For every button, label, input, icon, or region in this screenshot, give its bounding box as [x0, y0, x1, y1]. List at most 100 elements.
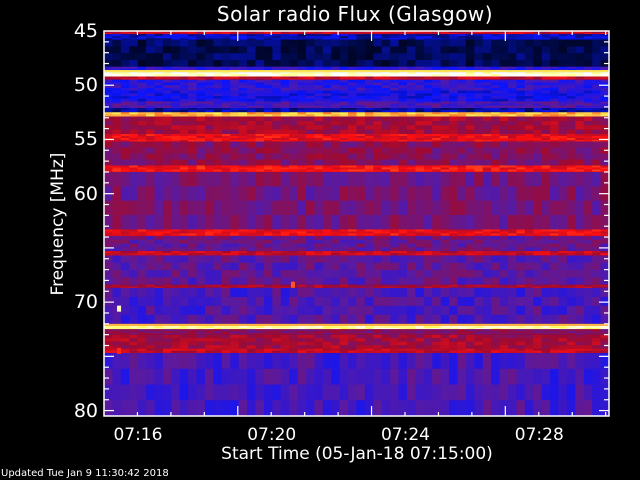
heatmap-cell [289, 215, 298, 230]
heatmap-cell [162, 101, 172, 104]
heatmap-cell [289, 247, 298, 252]
heatmap-cell [423, 76, 433, 79]
heatmap-cell [516, 78, 526, 80]
heatmap-cell [179, 235, 189, 240]
heatmap-cell [348, 140, 357, 142]
heatmap-cell [407, 215, 416, 230]
heatmap-cell [162, 105, 172, 108]
heatmap-cell [600, 239, 610, 244]
heatmap-cell [558, 314, 568, 324]
heatmap-cell [162, 286, 172, 289]
heatmap-cell [541, 87, 551, 91]
heatmap-cell [566, 353, 576, 369]
heatmap-cell [263, 141, 273, 148]
heatmap-cell [592, 229, 601, 232]
heatmap-cell [432, 305, 441, 315]
heatmap-cell [440, 233, 450, 236]
heatmap-cell [188, 171, 197, 187]
heatmap-cell [171, 255, 181, 263]
heatmap-cell [356, 251, 366, 254]
heatmap-cell [465, 96, 475, 99]
heatmap-cell [146, 103, 155, 106]
heatmap-cell [373, 229, 383, 232]
heatmap-cell [449, 140, 458, 142]
heatmap-cell [482, 74, 492, 77]
heatmap-cell [112, 141, 122, 148]
heatmap-cell [482, 327, 492, 330]
heatmap-cell [457, 134, 467, 137]
heatmap-cell [516, 334, 526, 339]
heatmap-cell [272, 68, 282, 71]
heatmap-cell [112, 165, 122, 168]
heatmap-cell [373, 331, 383, 334]
heatmap-cell [541, 348, 551, 351]
heatmap-cell [381, 87, 391, 91]
heatmap-cell [356, 140, 366, 142]
heatmap-cell [558, 68, 568, 71]
heatmap-cell [364, 31, 374, 33]
heatmap-cell [171, 116, 181, 122]
heatmap-cell [508, 68, 517, 71]
heatmap-cell [491, 66, 500, 69]
heatmap-cell [432, 235, 441, 240]
heatmap-cell [213, 72, 223, 75]
heatmap-cell [449, 159, 458, 166]
heatmap-cell [289, 87, 298, 91]
heatmap-cell [171, 341, 181, 346]
heatmap-cell [339, 147, 349, 154]
heatmap-cell [373, 105, 383, 108]
heatmap-cell [381, 136, 391, 139]
heatmap-cell [205, 350, 214, 353]
heatmap-cell [516, 129, 526, 135]
heatmap-cell [482, 400, 492, 416]
heatmap-cell [221, 101, 231, 104]
heatmap-cell [255, 353, 265, 369]
heatmap-cell [398, 36, 408, 39]
heatmap-cell [516, 229, 526, 232]
heatmap-cell [272, 136, 282, 139]
heatmap-cell [541, 96, 551, 99]
heatmap-cell [415, 140, 425, 142]
heatmap-cell [213, 87, 223, 91]
heatmap-cell [339, 36, 349, 39]
heatmap-cell [482, 153, 492, 160]
heatmap-cell [129, 235, 138, 240]
heatmap-cell [566, 90, 576, 94]
heatmap-cell [381, 277, 391, 285]
heatmap-cell [457, 327, 467, 330]
heatmap-cell [474, 235, 484, 240]
heatmap-cell [457, 169, 467, 172]
heatmap-cell [314, 78, 324, 80]
heatmap-cell [196, 171, 206, 187]
heatmap-cell [154, 153, 164, 160]
heatmap-cell [381, 134, 391, 137]
heatmap-cell [213, 129, 223, 135]
heatmap-cell [541, 138, 551, 141]
heatmap-cell [238, 334, 248, 339]
heatmap-cell [516, 112, 526, 115]
heatmap-cell [499, 247, 509, 252]
heatmap-cell [465, 116, 475, 122]
heatmap-cell [348, 400, 357, 416]
heatmap-cell [524, 215, 534, 230]
heatmap-cell [306, 96, 315, 99]
heatmap-cell [575, 327, 585, 330]
heatmap-cell [179, 136, 189, 139]
heatmap-cell [600, 200, 610, 216]
heatmap-cell [356, 103, 366, 106]
heatmap-cell [221, 147, 231, 154]
heatmap-cell [171, 153, 181, 160]
heatmap-cell [516, 116, 526, 122]
heatmap-cell [247, 68, 256, 71]
heatmap-cell [524, 34, 534, 37]
heatmap-cell [255, 305, 265, 315]
heatmap-cell [566, 251, 576, 254]
heatmap-cell [196, 200, 206, 216]
heatmap-cell [179, 85, 189, 88]
heatmap-cell [280, 159, 290, 166]
heatmap-cell [550, 341, 559, 346]
heatmap-cell [381, 186, 391, 201]
heatmap-cell [104, 171, 113, 187]
heatmap-cell [550, 229, 559, 232]
heatmap-cell [558, 66, 568, 69]
